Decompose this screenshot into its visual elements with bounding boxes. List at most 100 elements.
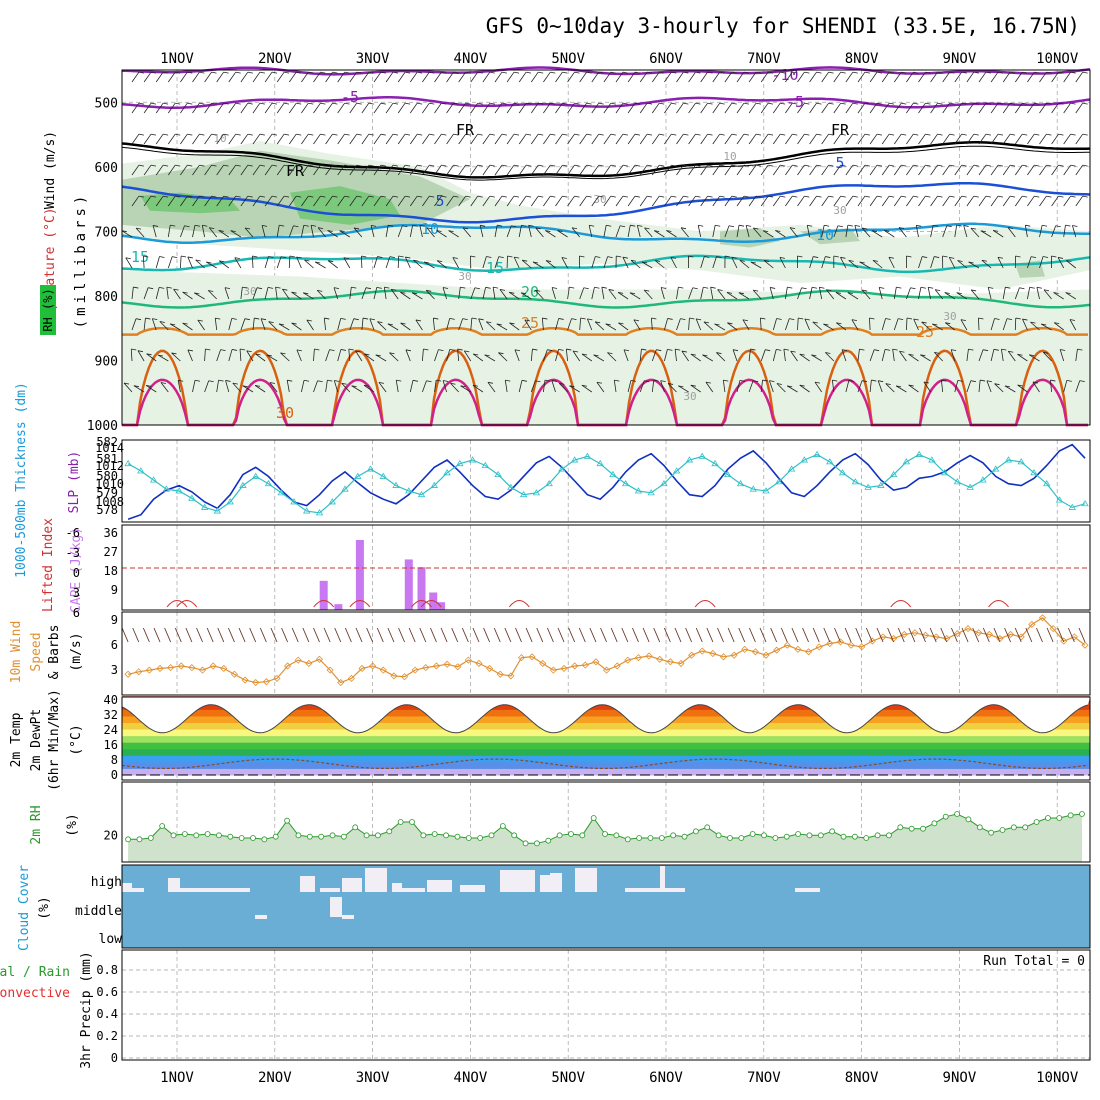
wind-barb — [1051, 133, 1059, 145]
wind-barb-flag — [968, 348, 974, 351]
wind-barb-flag — [538, 102, 544, 105]
pressure-tick-label: 900 — [95, 354, 118, 369]
wind-barb-flag — [1031, 256, 1037, 258]
wind-barb — [472, 353, 484, 362]
wind-barb-flag — [993, 348, 999, 351]
wind-barb — [470, 102, 479, 114]
wind10-point — [879, 633, 887, 641]
wind-barb — [944, 292, 956, 300]
wind-barb — [748, 71, 757, 83]
wind-barb — [688, 318, 690, 331]
wind-barb-flag — [985, 71, 991, 74]
wind-barb-flag — [380, 195, 386, 198]
wind-barb — [869, 317, 871, 331]
wind-barb — [821, 102, 829, 114]
wind10-barb — [876, 627, 884, 643]
wind-barb-flag — [1070, 195, 1076, 198]
wind-barb-flag — [332, 71, 338, 74]
wind-barb — [833, 102, 842, 114]
cape-label: CAPE (J/kg) — [69, 527, 84, 613]
wind-barb-flag — [187, 164, 193, 167]
wind10-barb — [536, 627, 544, 643]
wind-barb — [918, 287, 922, 300]
wind-barb-flag — [163, 195, 169, 198]
wind-barb — [446, 195, 454, 207]
wind-barb — [218, 230, 230, 238]
wind-barb-flag — [710, 286, 716, 289]
thickness-point — [558, 465, 566, 472]
wind-barb — [593, 354, 605, 362]
wind-barb-flag — [170, 323, 176, 326]
wind-barb-flag — [724, 255, 731, 258]
wind-barb — [712, 195, 721, 207]
wind-barb — [650, 318, 653, 331]
wind-barb — [1014, 71, 1023, 83]
wind10-point — [1017, 633, 1025, 641]
wind-barb — [207, 290, 217, 300]
wind10-point — [390, 672, 398, 680]
wind-barb — [494, 256, 500, 269]
wind-barb-flag — [320, 164, 326, 167]
wind-barb-flag — [1042, 256, 1049, 258]
wind-barb-flag — [1010, 133, 1016, 136]
wind10-barb — [270, 627, 278, 643]
wind-barb — [651, 71, 660, 83]
wind10-barb — [344, 627, 352, 643]
thickness-tick-label: 581 — [96, 452, 118, 466]
temp-band — [122, 761, 1090, 769]
wind-barb — [446, 349, 451, 362]
rh2m-point — [534, 840, 540, 847]
wind-barb-flag — [314, 348, 320, 351]
wind-barb — [520, 292, 532, 300]
wind-barb-flag — [206, 261, 212, 264]
wind-barb-flag — [586, 195, 592, 198]
wind-barb-flag — [485, 286, 491, 289]
wind-barb-flag — [824, 224, 830, 227]
wind-barb — [854, 225, 859, 238]
wind-barb-flag — [833, 255, 839, 258]
wind-barb — [180, 102, 188, 114]
rh2m-point — [965, 816, 972, 823]
wind10-barb — [897, 627, 905, 643]
wind-barb-flag — [259, 164, 265, 167]
wind10-point — [284, 662, 292, 670]
wind-barb — [472, 384, 484, 393]
wind-barb-flag — [606, 224, 612, 227]
wind-barb-flag — [526, 195, 532, 198]
wind-barb-flag — [659, 195, 665, 198]
wind-barb-flag — [368, 71, 374, 74]
wind-barb — [400, 291, 411, 300]
wind-barb-flag — [807, 224, 813, 227]
wind10-point — [730, 651, 738, 659]
wind-barb — [197, 319, 205, 331]
wind-barb-flag — [862, 289, 868, 292]
wind-barb-flag — [296, 195, 302, 198]
wind-barb-flag — [160, 382, 166, 384]
wind-barb-flag — [692, 287, 698, 290]
contour-label: 25 — [521, 314, 539, 332]
thickness-line — [127, 453, 1086, 514]
wind10-point — [539, 659, 547, 668]
wind-barb — [603, 102, 612, 114]
wind-barb — [1051, 164, 1059, 176]
wind-barb — [240, 71, 249, 83]
cloud-panel-labels: Cloud Cover (%) high middle low — [17, 865, 122, 951]
wind-barb-flag — [763, 230, 769, 233]
wind-barb-flag — [973, 133, 979, 136]
wind-barb — [409, 102, 418, 114]
wind-barb-flag — [392, 71, 399, 74]
wind-barb-flag — [1051, 255, 1057, 258]
wind10-point — [315, 655, 324, 663]
wind-barb — [1007, 351, 1016, 362]
wind-barb-flag — [205, 348, 211, 351]
wind10-tick-label: 9 — [111, 613, 118, 627]
wind-barb-flag — [208, 290, 214, 292]
wind-barb-flag — [380, 102, 386, 105]
wind-barb — [676, 133, 684, 145]
wind-barb-flag — [328, 260, 334, 263]
wind-barb — [252, 164, 261, 176]
wind-barb-flag — [569, 385, 575, 388]
thickness-point — [315, 509, 324, 516]
wind-barb — [594, 321, 605, 331]
wind-barb-flag — [707, 133, 713, 136]
